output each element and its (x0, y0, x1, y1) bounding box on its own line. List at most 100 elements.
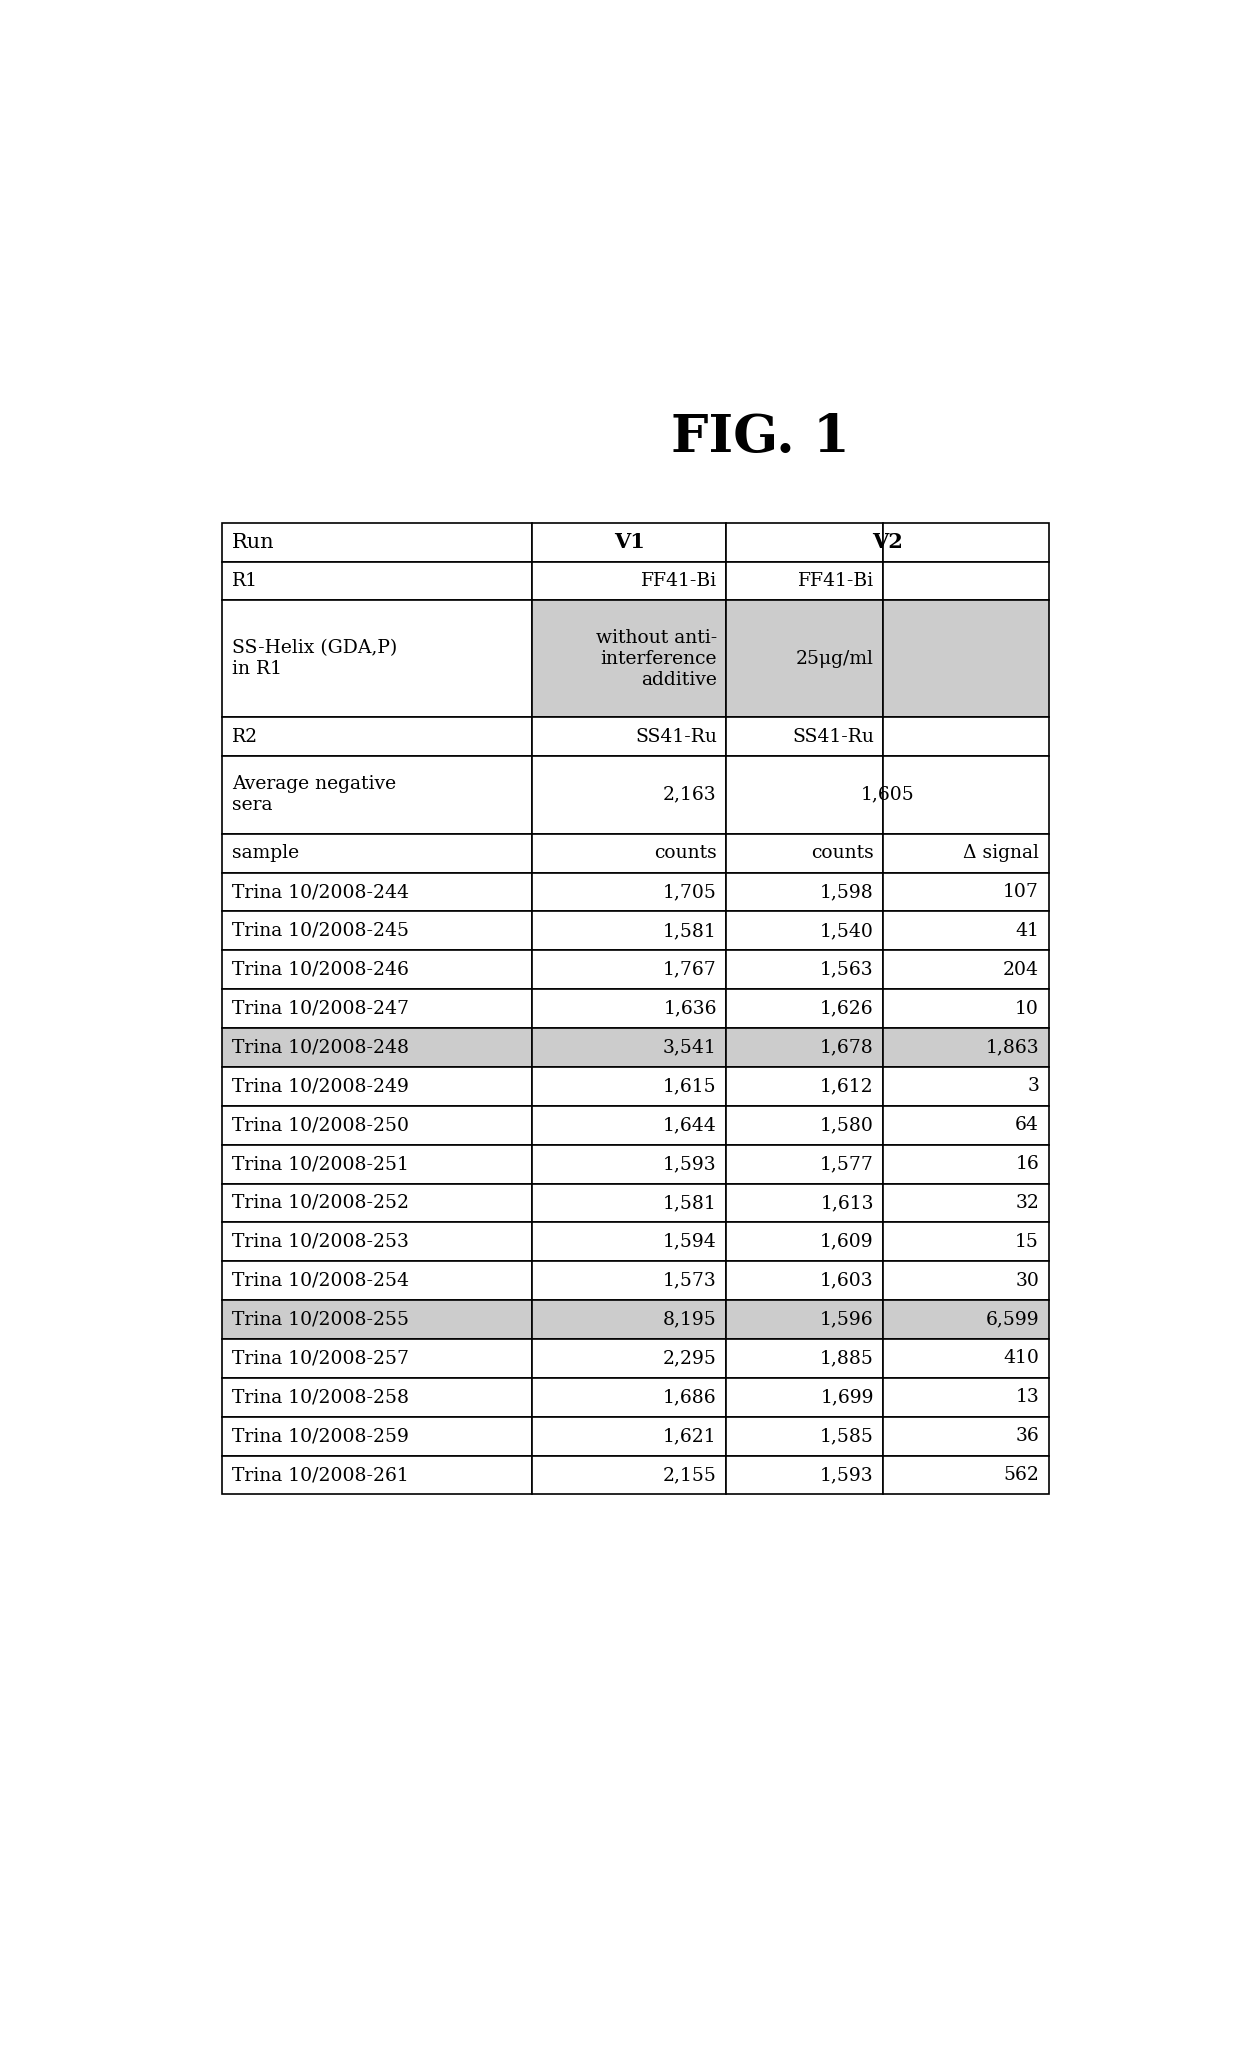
Text: 1,636: 1,636 (663, 999, 717, 1018)
Text: 1,612: 1,612 (820, 1077, 874, 1096)
Text: Trina 10/2008-249: Trina 10/2008-249 (232, 1077, 409, 1096)
Text: FF41-Bi: FF41-Bi (641, 573, 717, 591)
Bar (883, 523, 1049, 562)
Bar (532, 872, 727, 911)
Bar (222, 601, 532, 716)
Bar (883, 1223, 1049, 1262)
Bar (883, 1377, 1049, 1416)
Bar (222, 1067, 532, 1106)
Bar (222, 1223, 532, 1262)
Text: 6,599: 6,599 (986, 1311, 1039, 1328)
Text: Trina 10/2008-247: Trina 10/2008-247 (232, 999, 409, 1018)
Bar (727, 716, 883, 755)
Text: 1,593: 1,593 (663, 1155, 717, 1174)
Text: FIG. 1: FIG. 1 (671, 412, 849, 464)
Text: 13: 13 (1016, 1389, 1039, 1406)
Bar (222, 1106, 532, 1145)
Text: 1,626: 1,626 (820, 999, 874, 1018)
Text: 1,613: 1,613 (821, 1194, 874, 1213)
Bar (727, 1067, 883, 1106)
Text: R2: R2 (232, 728, 258, 745)
Text: Trina 10/2008-255: Trina 10/2008-255 (232, 1311, 409, 1328)
Bar (222, 562, 532, 601)
Bar (532, 1377, 727, 1416)
Text: Δ signal: Δ signal (963, 843, 1039, 862)
Text: V1: V1 (614, 531, 645, 552)
Text: 1,863: 1,863 (986, 1038, 1039, 1057)
Text: 16: 16 (1016, 1155, 1039, 1174)
Bar (532, 1145, 727, 1184)
Bar (883, 989, 1049, 1028)
Text: counts: counts (653, 843, 717, 862)
Bar (222, 950, 532, 989)
Text: 1,573: 1,573 (663, 1272, 717, 1291)
Text: without anti-
interference
additive: without anti- interference additive (595, 630, 717, 689)
Bar (222, 523, 532, 562)
Bar (883, 1416, 1049, 1455)
Text: 1,644: 1,644 (663, 1116, 717, 1135)
Text: Trina 10/2008-248: Trina 10/2008-248 (232, 1038, 409, 1057)
Text: counts: counts (811, 843, 874, 862)
Text: SS41-Ru: SS41-Ru (635, 728, 717, 745)
Text: 1,603: 1,603 (820, 1272, 874, 1291)
Bar (883, 1301, 1049, 1340)
Bar (222, 1028, 532, 1067)
Text: 1,580: 1,580 (820, 1116, 874, 1135)
Bar (883, 1145, 1049, 1184)
Text: Trina 10/2008-259: Trina 10/2008-259 (232, 1428, 409, 1445)
Bar (222, 716, 532, 755)
Bar (883, 950, 1049, 989)
Bar (727, 1301, 883, 1340)
Bar (532, 1223, 727, 1262)
Bar (532, 1301, 727, 1340)
Bar (532, 601, 727, 716)
Bar (727, 755, 883, 833)
Bar (883, 911, 1049, 950)
Text: Run: Run (232, 534, 274, 552)
Bar (727, 601, 883, 716)
Bar (727, 1416, 883, 1455)
Text: Trina 10/2008-244: Trina 10/2008-244 (232, 882, 409, 901)
Bar (727, 833, 883, 872)
Text: 1,767: 1,767 (663, 960, 717, 979)
Bar (727, 1377, 883, 1416)
Text: 107: 107 (1003, 882, 1039, 901)
Text: 1,563: 1,563 (820, 960, 874, 979)
Bar (883, 1028, 1049, 1067)
Bar (222, 1184, 532, 1223)
Bar (727, 1340, 883, 1377)
Text: 8,195: 8,195 (663, 1311, 717, 1328)
Bar (883, 833, 1049, 872)
Bar (532, 989, 727, 1028)
Text: 1,615: 1,615 (663, 1077, 717, 1096)
Text: Trina 10/2008-253: Trina 10/2008-253 (232, 1233, 409, 1252)
Text: 1,609: 1,609 (820, 1233, 874, 1252)
Text: 3: 3 (1027, 1077, 1039, 1096)
Text: Trina 10/2008-254: Trina 10/2008-254 (232, 1272, 409, 1291)
Bar (727, 950, 883, 989)
Bar (727, 872, 883, 911)
Bar (222, 1377, 532, 1416)
Text: 1,621: 1,621 (663, 1428, 717, 1445)
Bar (222, 872, 532, 911)
Text: 15: 15 (1016, 1233, 1039, 1252)
Bar (532, 950, 727, 989)
Bar (532, 1262, 727, 1301)
Bar (222, 1262, 532, 1301)
Text: 1,593: 1,593 (820, 1465, 874, 1484)
Text: 1,594: 1,594 (663, 1233, 717, 1252)
Text: 1,596: 1,596 (820, 1311, 874, 1328)
Text: 204: 204 (1003, 960, 1039, 979)
Bar (727, 911, 883, 950)
Text: 64: 64 (1016, 1116, 1039, 1135)
Bar (727, 989, 883, 1028)
Bar (532, 911, 727, 950)
Bar (532, 523, 727, 562)
Text: 32: 32 (1016, 1194, 1039, 1213)
Bar (883, 1067, 1049, 1106)
Bar (883, 1340, 1049, 1377)
Text: 41: 41 (1016, 921, 1039, 940)
Text: 3,541: 3,541 (663, 1038, 717, 1057)
Bar (532, 833, 727, 872)
Text: Trina 10/2008-252: Trina 10/2008-252 (232, 1194, 409, 1213)
